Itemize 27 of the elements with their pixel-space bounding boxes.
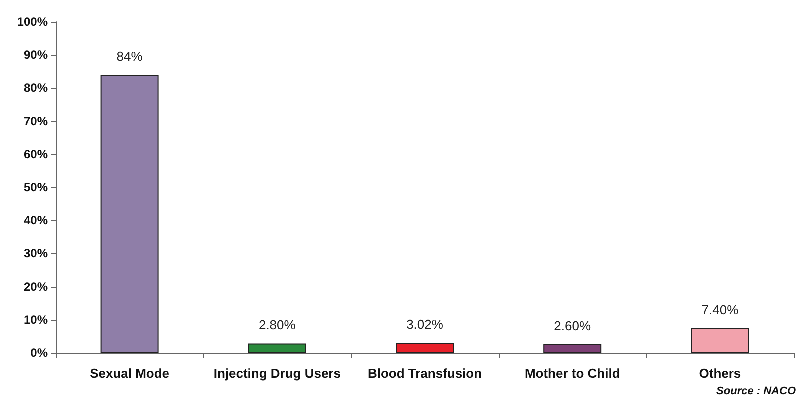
- bar: [691, 328, 750, 353]
- y-tick-label: 40%: [24, 214, 48, 228]
- bar: [544, 344, 602, 353]
- data-label: 2.60%: [554, 318, 592, 334]
- y-tick-label: 50%: [24, 180, 48, 194]
- data-label: 2.80%: [258, 318, 296, 333]
- y-tick-label: 30%: [24, 246, 48, 261]
- y-tick-label: 0%: [30, 346, 48, 360]
- y-tick-label: 100%: [17, 15, 48, 29]
- data-label: 84%: [116, 48, 144, 64]
- y-tick-label: 20%: [24, 280, 48, 294]
- y-tick-label: 90%: [24, 48, 48, 62]
- y-tick-label: 70%: [24, 114, 48, 128]
- y-tick-label: 10%: [24, 312, 48, 327]
- bar: [396, 343, 454, 353]
- data-label: 3.02%: [406, 317, 444, 332]
- x-tick-label: Sexual Mode: [90, 366, 170, 381]
- x-tick-label: Mother to Child: [524, 366, 620, 381]
- x-tick-label: Others: [699, 366, 742, 381]
- x-tick-label: Injecting Drug Users: [214, 366, 341, 381]
- bar: [248, 344, 306, 353]
- source-note: Source : NACO: [716, 386, 796, 398]
- data-label: 7.40%: [702, 302, 740, 318]
- y-tick-label: 80%: [24, 81, 48, 96]
- y-tick-label: 60%: [24, 147, 48, 162]
- x-tick-label: Blood Transfusion: [368, 366, 482, 381]
- bar: [100, 74, 159, 353]
